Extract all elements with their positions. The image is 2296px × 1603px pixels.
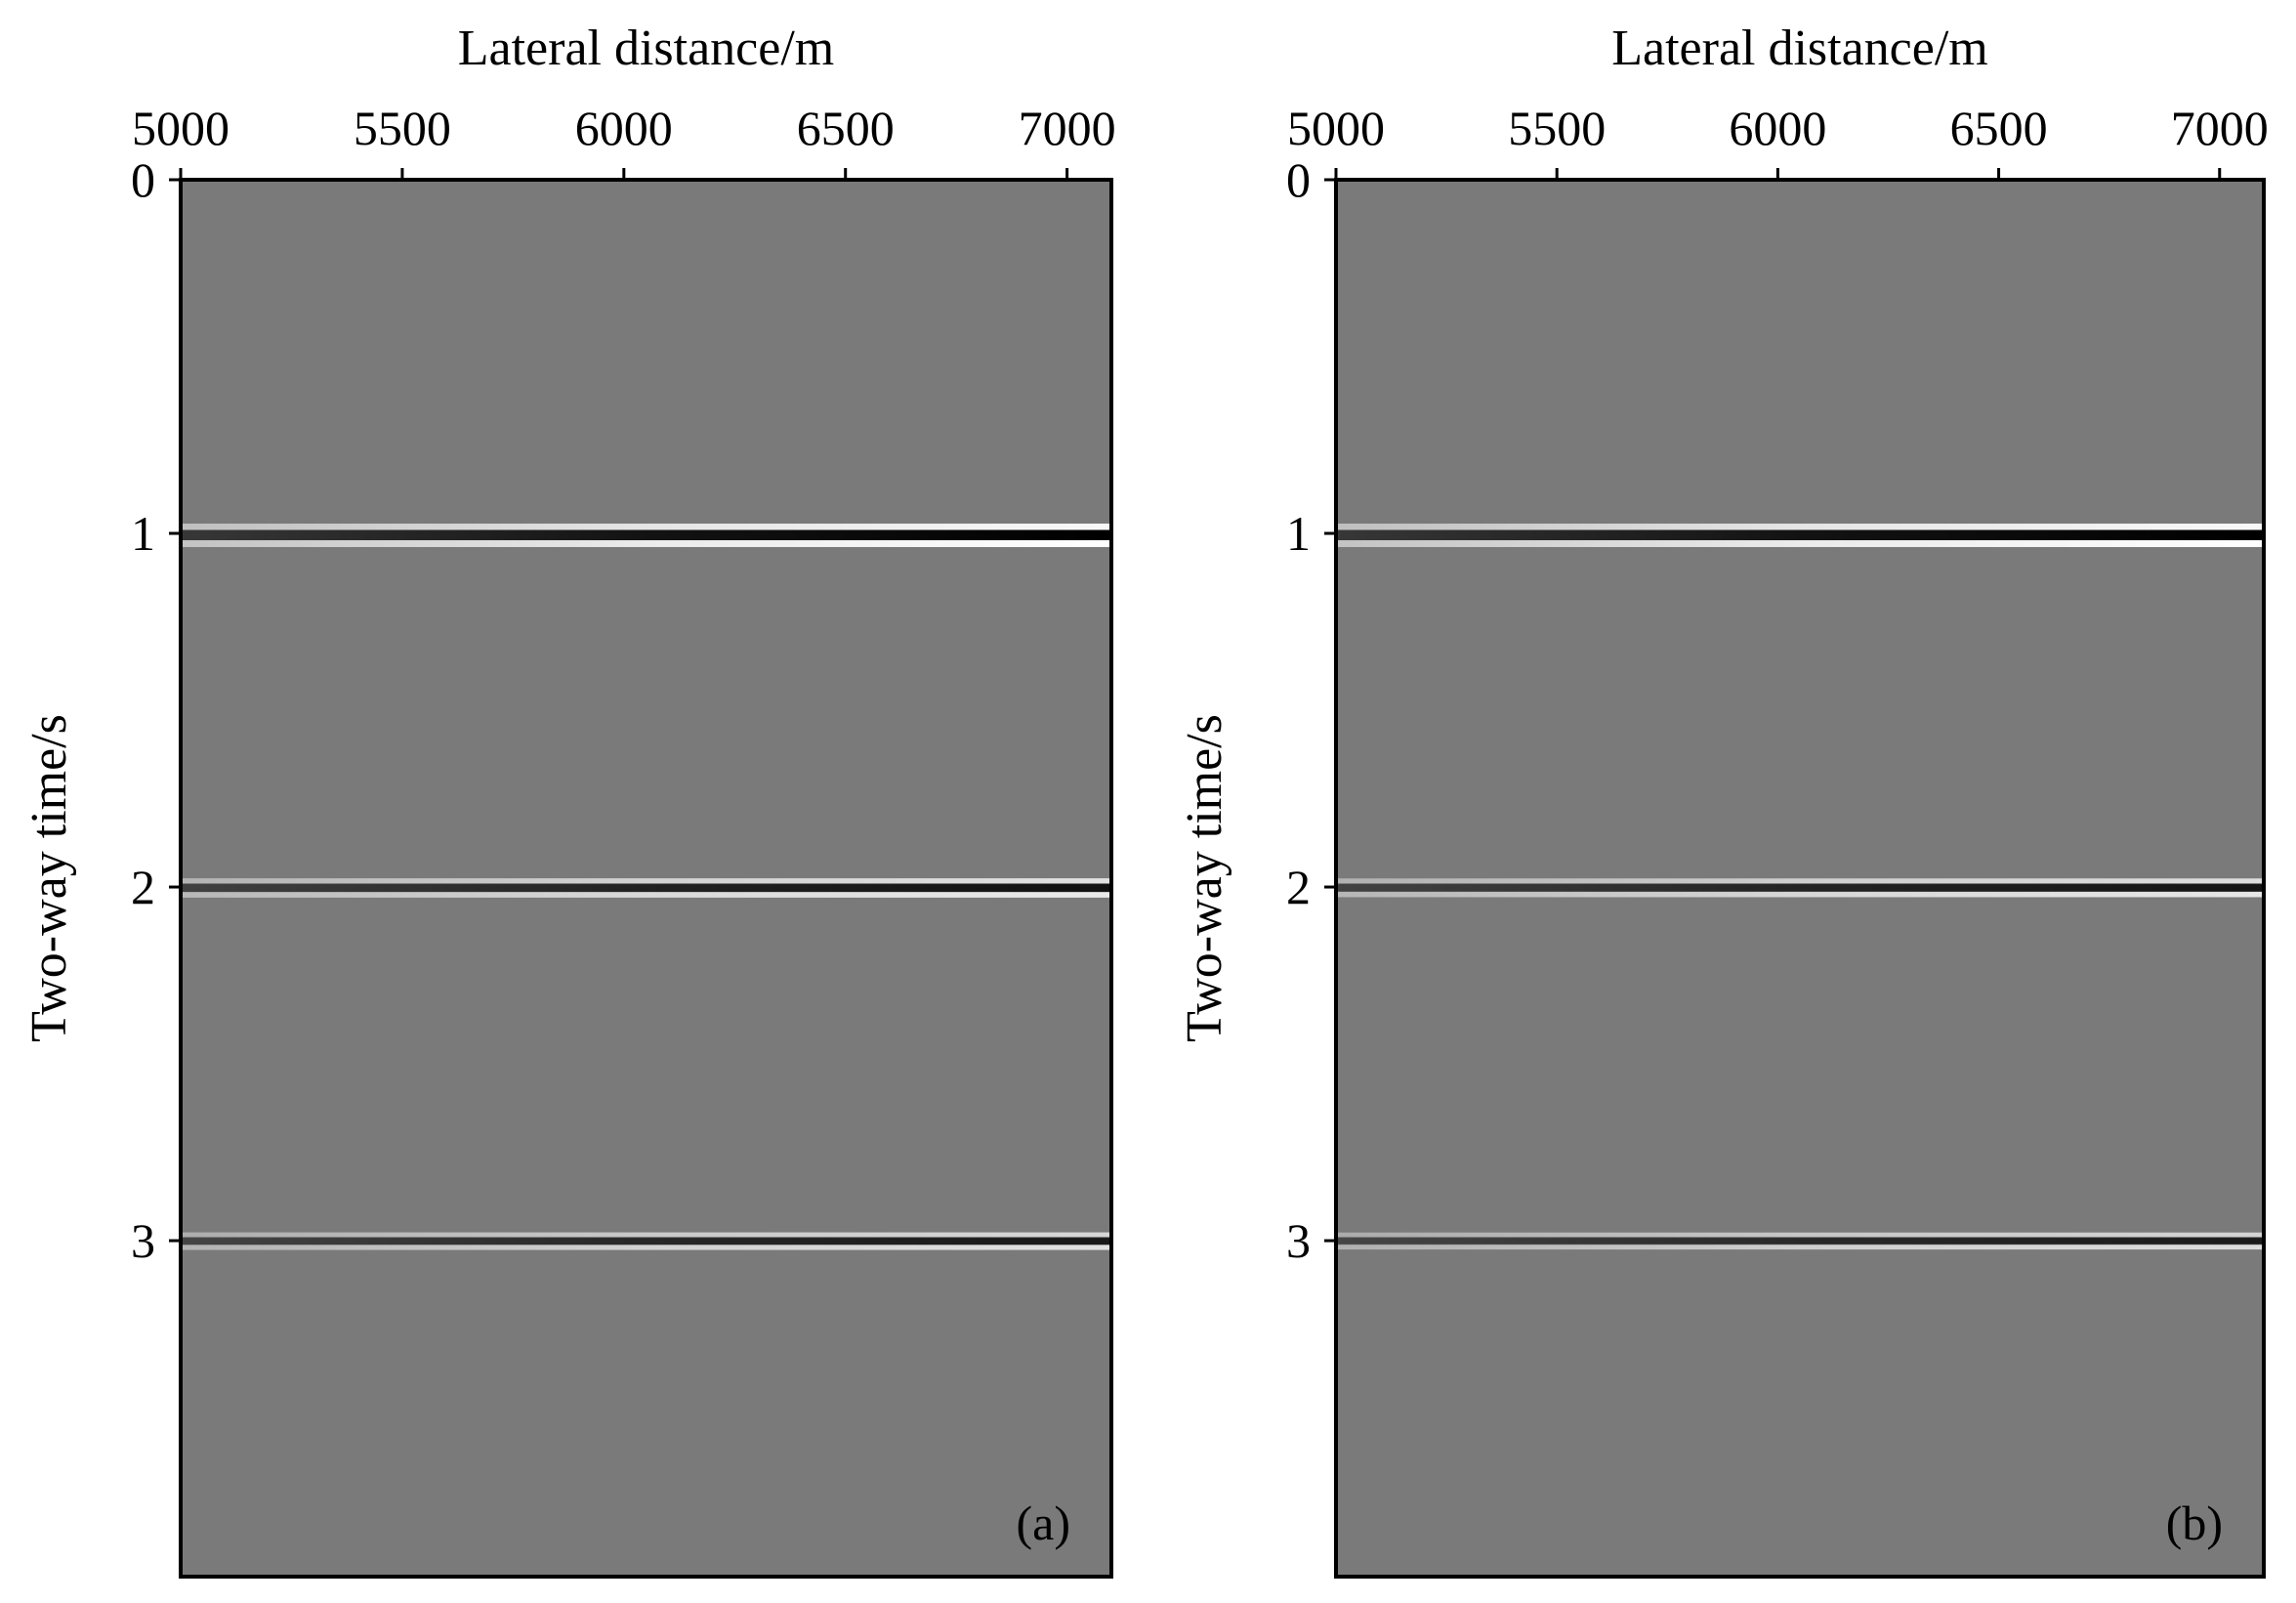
y-tick-label: 3: [131, 1213, 155, 1268]
x-ticks: 5000 5500 6000 6500 7000: [132, 101, 1116, 180]
y-tick-label: 2: [131, 860, 155, 914]
x-tick-label: 5500: [1508, 101, 1606, 155]
seismic-image: [1336, 180, 2264, 1577]
reflectors: [181, 524, 1111, 1250]
panel-b: 5000 5500 6000 6500 7000 0 1 2 3 Lateral distan…: [1177, 21, 2269, 1579]
x-tick-label: 5500: [354, 101, 451, 155]
panel-a: 5000 5500 6000 6500 7000 0 1 2 3 Lateral distan…: [21, 21, 1116, 1579]
seismic-image: [181, 180, 1111, 1577]
x-axis-label: Lateral distance/m: [1611, 21, 1987, 76]
x-tick-label: 5000: [132, 101, 230, 155]
x-tick-label: 6500: [797, 101, 895, 155]
x-tick-label: 6500: [1950, 101, 2048, 155]
y-ticks: 0 1 2 3: [131, 152, 181, 1268]
x-tick-label: 7000: [1019, 101, 1116, 155]
x-tick-label: 6000: [575, 101, 673, 155]
x-tick-label: 6000: [1729, 101, 1826, 155]
y-ticks: 0 1 2 3: [1286, 152, 1336, 1268]
reflector-event: [181, 878, 1111, 898]
panel-label: (a): [1017, 1496, 1071, 1550]
plot-frame: [179, 178, 1113, 1579]
y-tick-label: 2: [1286, 860, 1311, 914]
y-tick-label: 3: [1286, 1213, 1311, 1268]
y-tick-label: 1: [1286, 506, 1311, 561]
x-axis-label: Lateral distance/m: [458, 21, 834, 76]
reflectors: [1336, 524, 2264, 1250]
reflector-event: [1336, 878, 2264, 898]
y-tick-label: 0: [1286, 152, 1311, 207]
x-ticks: 5000 5500 6000 6500 7000: [1287, 101, 2269, 180]
y-axis-label: Two-way time/s: [1177, 714, 1232, 1042]
reflector-event: [181, 524, 1111, 548]
reflector-event: [181, 1232, 1111, 1250]
x-tick-label: 5000: [1287, 101, 1385, 155]
y-axis-label: Two-way time/s: [21, 714, 77, 1042]
y-tick-label: 1: [131, 506, 155, 561]
panel-label: (b): [2166, 1496, 2223, 1550]
reflector-event: [1336, 524, 2264, 548]
y-tick-label: 0: [131, 152, 155, 207]
reflector-event: [1336, 1232, 2264, 1250]
plot-frame: [1334, 178, 2266, 1579]
x-tick-label: 7000: [2171, 101, 2269, 155]
